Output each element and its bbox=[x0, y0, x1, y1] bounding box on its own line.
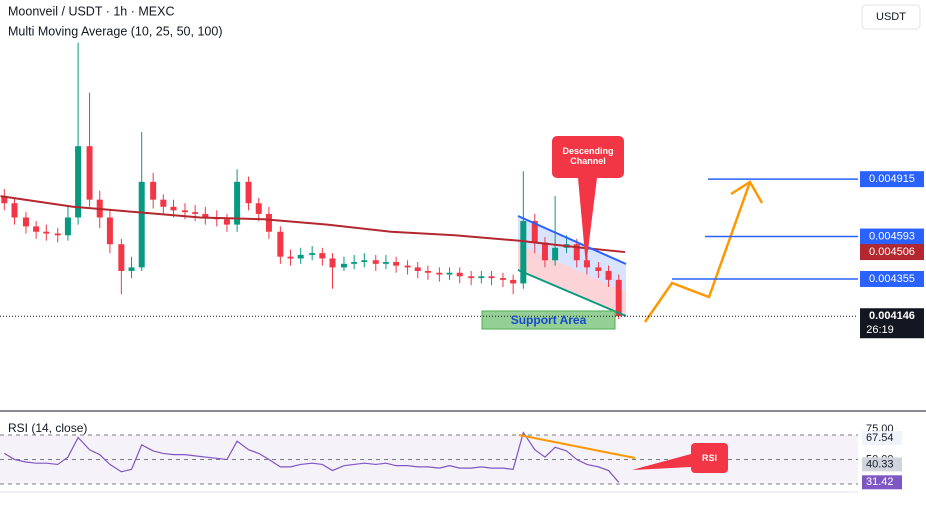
last-price-box bbox=[860, 308, 924, 339]
candle-body bbox=[128, 267, 135, 271]
candle-body bbox=[160, 199, 167, 207]
rsi-line bbox=[4, 431, 620, 483]
grid bbox=[0, 434, 858, 485]
candle-body bbox=[382, 262, 389, 264]
candle-body bbox=[287, 256, 294, 259]
candle-body bbox=[478, 276, 485, 279]
rsi-trendline bbox=[518, 434, 636, 459]
candle-body bbox=[404, 265, 411, 268]
candle-body bbox=[393, 262, 400, 266]
rsi-last-label: 31.42 bbox=[866, 476, 894, 488]
ma-label-box bbox=[860, 244, 924, 261]
candle-body bbox=[150, 181, 157, 200]
currency-box[interactable] bbox=[861, 4, 921, 30]
drawings bbox=[0, 136, 858, 473]
support-area-text: Support Area bbox=[510, 313, 587, 327]
channel-upper bbox=[517, 215, 627, 265]
candle-body bbox=[11, 203, 18, 218]
candle-body bbox=[583, 260, 590, 268]
candle-body bbox=[468, 276, 475, 279]
rsi-title: RSI (14, close) bbox=[8, 421, 87, 435]
last-price-label: 0.004146 bbox=[869, 310, 915, 322]
candle-body bbox=[351, 262, 358, 264]
rsi-value-box bbox=[862, 431, 902, 446]
candle-body bbox=[118, 244, 125, 271]
candle-body bbox=[510, 279, 517, 284]
candle-body bbox=[319, 253, 326, 259]
candle-body bbox=[43, 231, 50, 234]
candle-body bbox=[424, 270, 431, 273]
candle-body bbox=[436, 272, 443, 275]
support-area bbox=[481, 310, 616, 330]
candle-body bbox=[234, 181, 241, 225]
countdown: 26:19 bbox=[866, 324, 894, 336]
candle-body bbox=[595, 267, 602, 271]
candle-body bbox=[541, 242, 548, 261]
candle-body bbox=[33, 226, 40, 232]
rsi-callout bbox=[632, 443, 728, 473]
rsi-callout-text: RSI bbox=[701, 453, 717, 463]
candle-body bbox=[309, 253, 316, 255]
candle-body bbox=[223, 219, 230, 225]
candle-body bbox=[22, 217, 29, 227]
candle-body bbox=[499, 278, 506, 280]
chart-title: Moonveil / USDT · 1h · MEXC bbox=[8, 4, 174, 18]
candle-body bbox=[1, 196, 8, 204]
candle-body bbox=[488, 276, 495, 279]
candle-body bbox=[86, 146, 93, 200]
candle-body bbox=[181, 210, 188, 213]
candle-body bbox=[340, 263, 347, 268]
plot bbox=[0, 42, 626, 483]
candle-body bbox=[255, 203, 262, 214]
projection-arrow bbox=[643, 181, 752, 323]
moving-average bbox=[0, 195, 626, 254]
candle-body bbox=[552, 247, 559, 261]
candle-body bbox=[446, 272, 453, 275]
candle-body bbox=[192, 212, 199, 214]
candle-body bbox=[297, 254, 304, 259]
channel-lower bbox=[517, 269, 627, 317]
candle-body bbox=[106, 217, 113, 245]
candle-body bbox=[414, 267, 421, 271]
rsi-value-label: 40.33 bbox=[866, 458, 894, 470]
ma-label: 0.004506 bbox=[869, 246, 915, 258]
level-label-box bbox=[860, 270, 924, 287]
candle-body bbox=[277, 231, 284, 257]
level-label: 0.004355 bbox=[869, 273, 915, 285]
candle-body bbox=[615, 279, 622, 317]
candle-body bbox=[329, 258, 336, 268]
indicator-title: Multi Moving Average (10, 25, 50, 100) bbox=[8, 24, 222, 38]
level-label-box bbox=[860, 171, 924, 188]
level-label: 0.004593 bbox=[869, 230, 915, 242]
level-label-box bbox=[860, 228, 924, 245]
rsi-value-box bbox=[862, 457, 902, 472]
channel-callout bbox=[552, 136, 624, 266]
rsi-value-label: 67.54 bbox=[866, 432, 894, 444]
candle-body bbox=[75, 146, 82, 218]
candle-body bbox=[573, 244, 580, 261]
channel-callout-text: Descending Channel bbox=[562, 146, 614, 166]
candle-body bbox=[361, 260, 368, 263]
candle-body bbox=[138, 181, 145, 268]
candle-body bbox=[531, 221, 538, 243]
level-label: 0.004915 bbox=[869, 173, 915, 185]
candle-body bbox=[456, 272, 463, 277]
rsi-last-box bbox=[862, 475, 902, 490]
candle-body bbox=[54, 233, 61, 236]
candle-body bbox=[265, 213, 272, 232]
candle-body bbox=[245, 181, 252, 204]
candle-body bbox=[605, 270, 612, 280]
channel-fill-upper bbox=[518, 216, 626, 292]
currency-label[interactable]: USDT bbox=[876, 11, 906, 23]
candle-body bbox=[64, 217, 71, 236]
axis: 0.004915 0.004593 0.004355 0.004506 0.004146… bbox=[860, 171, 924, 490]
candle-body bbox=[372, 260, 379, 264]
candle-body bbox=[520, 221, 527, 284]
candle-body bbox=[170, 206, 177, 211]
arrow-head bbox=[730, 180, 764, 204]
candle-body bbox=[202, 213, 209, 218]
